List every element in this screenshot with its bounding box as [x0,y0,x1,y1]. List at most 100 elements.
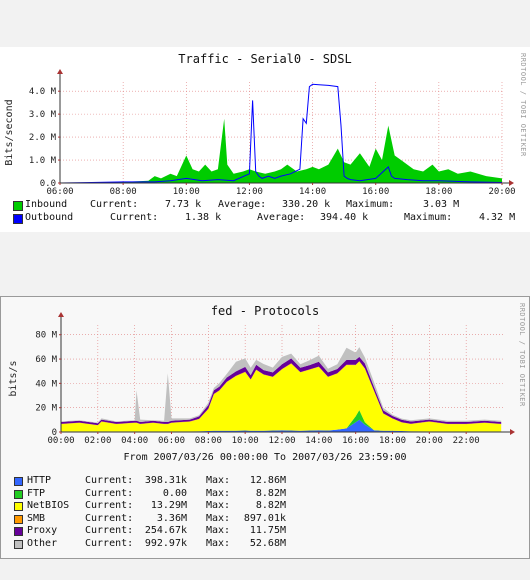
maximum-value: 4.32 M [479,212,516,223]
traffic-legend: Inbound Current: 7.73 k Average: 330.20 k Max… [0,199,530,232]
legend-swatch [14,514,23,524]
y-axis-label: Bits/second [4,99,15,165]
x-tick-label: 16:00 [342,436,369,446]
y-tick-label: 4.0 M [29,87,57,97]
series-netbios-area [61,361,502,432]
legend-label: FTP [27,487,46,499]
y-axis-label: bits/s [8,360,19,396]
legend-swatch [14,477,23,486]
max-label: Max: [206,538,231,549]
y-axis-arrow [57,69,63,74]
x-tick-label: 12:00 [268,436,295,446]
x-tick-label: 08:00 [110,187,137,197]
x-tick-label: 06:00 [46,187,73,197]
x-tick-label: 16:00 [362,187,389,197]
series-other-area [61,347,502,424]
legend-label: Proxy [27,525,58,537]
y-tick-label: 3.0 M [29,110,57,120]
x-tick-label: 10:00 [173,187,200,197]
date-range-footer: From 2007/03/26 00:00:00 To 2007/03/26 2… [123,452,407,463]
y-tick-label: 2.0 M [29,133,57,143]
protocols-chart: 00:00 02:00 04:00 06:00 08:00 10:00 12:00 14:00… [8,312,515,446]
x-tick-label: 18:00 [379,436,406,446]
current-value: 7.73 k [165,199,202,210]
current-label: Current: [85,525,134,537]
max-value: 52.68M [249,538,286,549]
max-label: Max: [206,500,231,512]
legend-row: NetBIOS Current: 13.29M Max: 8.82M [1,500,529,513]
y-tick-label: 0.0 [40,179,56,189]
x-tick-label: 22:00 [453,436,480,446]
x-tick-label: 12:00 [236,187,263,197]
current-label: Current: [85,512,134,524]
x-tick-label: 08:00 [195,436,222,446]
legend-swatch [14,540,23,549]
y-axis-arrow [58,312,64,317]
y-tick-label: 1.0 M [29,156,57,166]
x-tick-label: 14:00 [299,187,326,197]
traffic-chart-panel: Traffic - Serial0 - SDSL RRDTOOL / TOBI … [0,47,530,232]
watermark: RRDTOOL / TOBI OETIKER [519,53,527,157]
maximum-value: 3.03 M [423,199,460,210]
series-outbound-line [59,83,503,184]
x-tick-label: 06:00 [158,436,185,446]
legend-swatch [13,214,23,224]
legend-label: SMB [27,512,46,524]
current-label: Current: [110,212,159,223]
x-tick-label: 18:00 [425,187,452,197]
series-inbound-area [60,118,502,183]
current-value: 3.36M [156,512,187,524]
legend-swatch [14,489,23,499]
average-label: Average: [257,212,306,223]
average-label: Average: [218,199,267,210]
legend-label: Outbound [25,212,74,223]
x-tick-label: 20:00 [488,187,515,197]
y-tick-label: 80 M [35,331,57,341]
legend-label: Other [27,538,58,549]
max-value: 897.01k [243,512,286,524]
max-label: Max: [206,512,231,524]
current-value: 254.67k [144,525,187,537]
legend-row: Proxy Current: 254.67k Max: 11.75M [1,525,529,538]
protocols-legend: HTTP Current: 398.31k Max: 12.86M FTP Current:… [1,475,529,555]
legend-row: Other Current: 992.97k Max: 52.68M [1,538,529,551]
average-value: 330.20 k [282,199,331,210]
y-tick-label: 40 M [35,379,57,389]
legend-swatch [14,502,23,512]
current-label: Current: [85,538,134,549]
current-value: 398.31k [144,475,187,486]
protocols-chart-panel: fed - Protocols RRDTOOL / TOBI OETIKER 0… [0,296,530,559]
current-label: Current: [85,500,134,512]
x-axis-arrow [510,429,515,435]
x-tick-label: 14:00 [305,436,332,446]
max-label: Max: [206,525,231,537]
y-tick-label: 20 M [35,404,57,414]
current-label: Current: [90,199,139,210]
chart-title: Traffic - Serial0 - SDSL [178,52,352,66]
legend-swatch [14,527,23,537]
x-axis-arrow [509,180,514,186]
y-tick-label: 0 [52,428,57,438]
legend-row: HTTP Current: 398.31k Max: 12.86M [1,475,529,488]
legend-row: SMB Current: 3.36M Max: 897.01k [1,513,529,526]
traffic-chart: 06:00 08:00 10:00 12:00 14:00 16:00 18:00 20:00… [4,69,516,197]
legend-row: Inbound Current: 7.73 k Average: 330.20 k Max… [0,199,530,212]
max-value: 8.82M [255,487,286,499]
current-value: 992.97k [144,538,187,549]
y-tick-label: 60 M [35,355,57,365]
x-tick-label: 02:00 [84,436,111,446]
current-value: 0.00 [162,487,187,499]
x-tick-label: 20:00 [416,436,443,446]
x-tick-label: 10:00 [232,436,259,446]
current-label: Current: [85,487,134,499]
chart-title: fed - Protocols [210,304,320,318]
max-value: 8.82M [255,500,286,512]
watermark: RRDTOOL / TOBI OETIKER [518,303,526,407]
max-label: Max: [206,475,231,486]
current-value: 1.38 k [185,212,222,223]
current-label: Current: [85,475,134,486]
legend-label: NetBIOS [27,500,70,512]
x-tick-label: 00:00 [47,436,74,446]
current-value: 13.29M [150,500,187,512]
average-value: 394.40 k [320,212,369,223]
